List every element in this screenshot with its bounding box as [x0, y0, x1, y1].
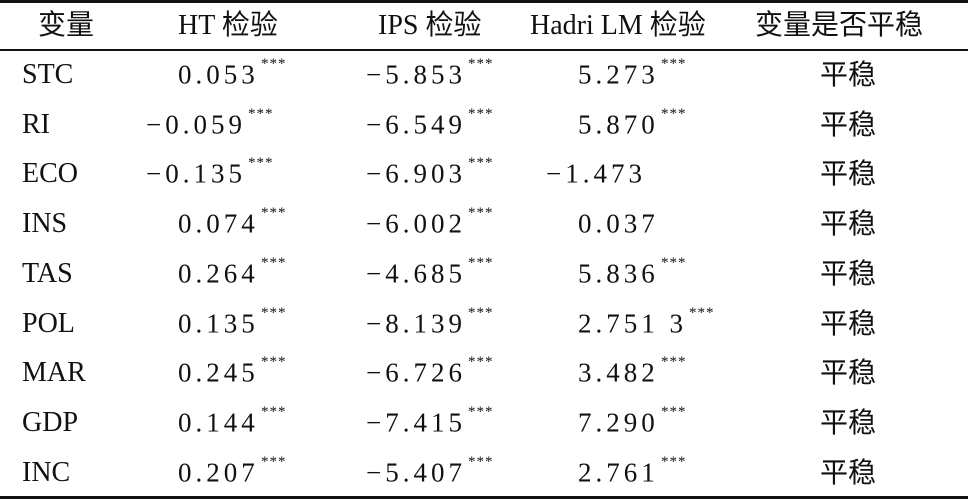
significance: *** — [468, 403, 494, 420]
variable-name: MAR — [22, 357, 86, 389]
variable-name: STC — [22, 59, 74, 90]
significance: *** — [261, 403, 287, 420]
value-cell: 3.482 — [578, 357, 659, 388]
significance: *** — [261, 354, 287, 371]
significance: *** — [661, 254, 687, 271]
value-cell: −4.685 — [366, 258, 466, 289]
significance: *** — [661, 105, 687, 122]
value-cell: −8.139 — [366, 308, 466, 338]
stationary-cell: 平稳 — [820, 405, 877, 439]
stationary-cell: 平稳 — [820, 157, 877, 191]
value-cell: 0.264 — [178, 258, 259, 289]
value-cell: 0.207 — [178, 457, 259, 488]
value-cell: 5.273 — [578, 59, 659, 90]
stationary-cell: 平稳 — [820, 58, 877, 91]
stationary-cell: 平稳 — [820, 455, 877, 489]
variable-name: TAS — [22, 257, 73, 289]
value-cell: 2.761 — [578, 457, 659, 488]
header-rule — [0, 49, 968, 51]
significance: *** — [468, 205, 494, 222]
significance: *** — [468, 254, 494, 271]
value-cell: −6.726 — [366, 357, 466, 388]
value-cell: 0.074 — [178, 208, 259, 239]
header-cell: HT 检验 — [178, 10, 278, 41]
significance: *** — [261, 304, 287, 321]
significance: *** — [248, 105, 274, 122]
value-cell: −7.415 — [366, 407, 466, 438]
variable-name: POL — [22, 307, 75, 339]
stationary-cell: 平稳 — [820, 107, 877, 141]
significance: *** — [468, 105, 494, 122]
significance: *** — [661, 354, 687, 371]
variable-name: GDP — [22, 406, 79, 438]
stationary-cell: 平稳 — [820, 256, 877, 290]
significance: *** — [468, 155, 494, 172]
value-cell: −5.853 — [366, 59, 466, 90]
significance: *** — [661, 453, 687, 470]
significance: *** — [689, 304, 715, 321]
stationary-cell: 平稳 — [820, 356, 877, 390]
variable-name: INS — [22, 208, 68, 240]
header-cell: Hadri LM 检验 — [530, 10, 706, 41]
significance: *** — [661, 56, 687, 72]
value-cell: −1.473 — [546, 158, 646, 189]
variable-name: ECO — [22, 158, 78, 190]
significance: *** — [468, 354, 494, 371]
significance: *** — [468, 56, 494, 72]
variable-name: INC — [22, 456, 71, 488]
value-cell: 0.053 — [178, 59, 259, 90]
value-cell: 2.751 3 — [578, 308, 687, 338]
value-cell: 7.290 — [578, 407, 659, 438]
value-cell: −5.407 — [366, 457, 466, 488]
value-cell: 0.037 — [578, 208, 659, 239]
value-cell: −0.059 — [146, 109, 246, 140]
variable-name: RI — [22, 108, 50, 140]
bottom-rule — [0, 496, 968, 499]
value-cell: −6.549 — [366, 109, 466, 140]
header-cell: 变量是否平稳 — [755, 10, 924, 41]
value-cell: −6.002 — [366, 208, 466, 239]
significance: *** — [468, 453, 494, 470]
stationary-cell: 平稳 — [820, 306, 877, 340]
significance: *** — [261, 254, 287, 271]
top-rule — [0, 0, 968, 3]
value-cell: 0.245 — [178, 357, 259, 388]
value-cell: −0.135 — [146, 158, 246, 189]
header-cell: 变量 — [38, 10, 95, 41]
value-cell: 0.135 — [178, 308, 259, 338]
significance: *** — [661, 403, 687, 420]
stationary-cell: 平稳 — [820, 207, 877, 241]
value-cell: 5.836 — [578, 258, 659, 289]
value-cell: 5.870 — [578, 109, 659, 140]
significance: *** — [261, 453, 287, 470]
significance: *** — [248, 155, 274, 172]
header-cell: IPS 检验 — [378, 10, 482, 41]
significance: *** — [468, 304, 494, 321]
significance: *** — [261, 205, 287, 222]
value-cell: 0.144 — [178, 407, 259, 438]
value-cell: −6.903 — [366, 158, 466, 189]
significance: *** — [261, 56, 287, 72]
